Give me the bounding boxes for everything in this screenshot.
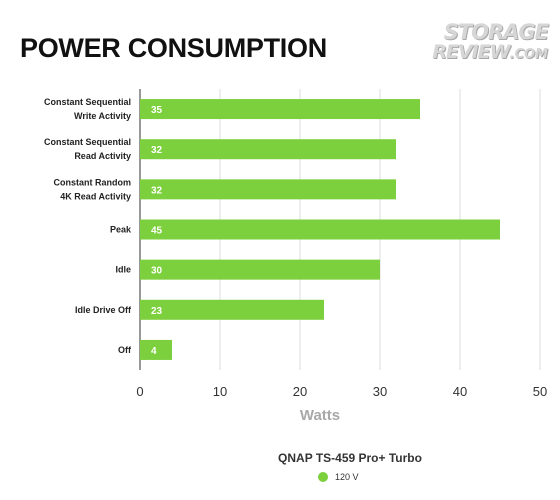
bar <box>140 179 396 200</box>
bars: 35 32 32 45 30 23 4 <box>140 99 500 360</box>
legend-title: QNAP TS-459 Pro+ Turbo <box>278 451 422 465</box>
chart-title: POWER CONSUMPTION <box>20 33 327 63</box>
legend-swatch <box>318 472 328 482</box>
bar-value-label: 23 <box>151 306 163 317</box>
logo-line-2-text: REVIEW <box>432 41 510 63</box>
bar-value-label: 4 <box>151 346 157 357</box>
category-label: Idle <box>115 265 131 275</box>
legend-label: 120 V <box>335 472 359 482</box>
x-tick-label: 40 <box>453 384 467 399</box>
storagereview-logo: STORAGE REVIEW.COM <box>418 20 549 66</box>
category-label: Constant Random 4K Read Activity <box>54 177 132 201</box>
x-axis-ticks: 0 10 20 30 40 50 <box>136 384 547 399</box>
bar <box>140 259 380 280</box>
bar-value-label: 35 <box>151 105 163 116</box>
legend-item: 120 V <box>318 470 359 484</box>
bar-value-label: 45 <box>151 226 163 237</box>
x-axis-title: Watts <box>300 407 340 424</box>
bar-value-label: 30 <box>151 266 163 277</box>
bar <box>140 219 500 240</box>
category-label: Constant Sequential Read Activity <box>44 137 131 161</box>
category-label: Peak <box>110 225 132 235</box>
logo-line-2: REVIEW.COM <box>432 41 548 63</box>
bar-value-label: 32 <box>151 185 163 196</box>
x-tick-label: 0 <box>136 384 143 399</box>
category-labels: Constant Sequential Write Activity Constan… <box>44 97 132 355</box>
bar <box>140 339 172 360</box>
bar-value-label: 32 <box>151 145 163 156</box>
bar <box>140 139 396 160</box>
category-label: Constant Sequential Write Activity <box>44 97 131 121</box>
x-tick-label: 30 <box>373 384 387 399</box>
bar <box>140 99 420 120</box>
category-label: Off <box>118 345 132 355</box>
bar <box>140 299 324 320</box>
logo-line-1: STORAGE <box>443 20 549 44</box>
x-tick-label: 20 <box>293 384 307 399</box>
x-tick-label: 50 <box>533 384 547 399</box>
category-label: Idle Drive Off <box>75 305 132 315</box>
logo-domain-suffix: .COM <box>509 47 548 62</box>
x-tick-label: 10 <box>213 384 227 399</box>
